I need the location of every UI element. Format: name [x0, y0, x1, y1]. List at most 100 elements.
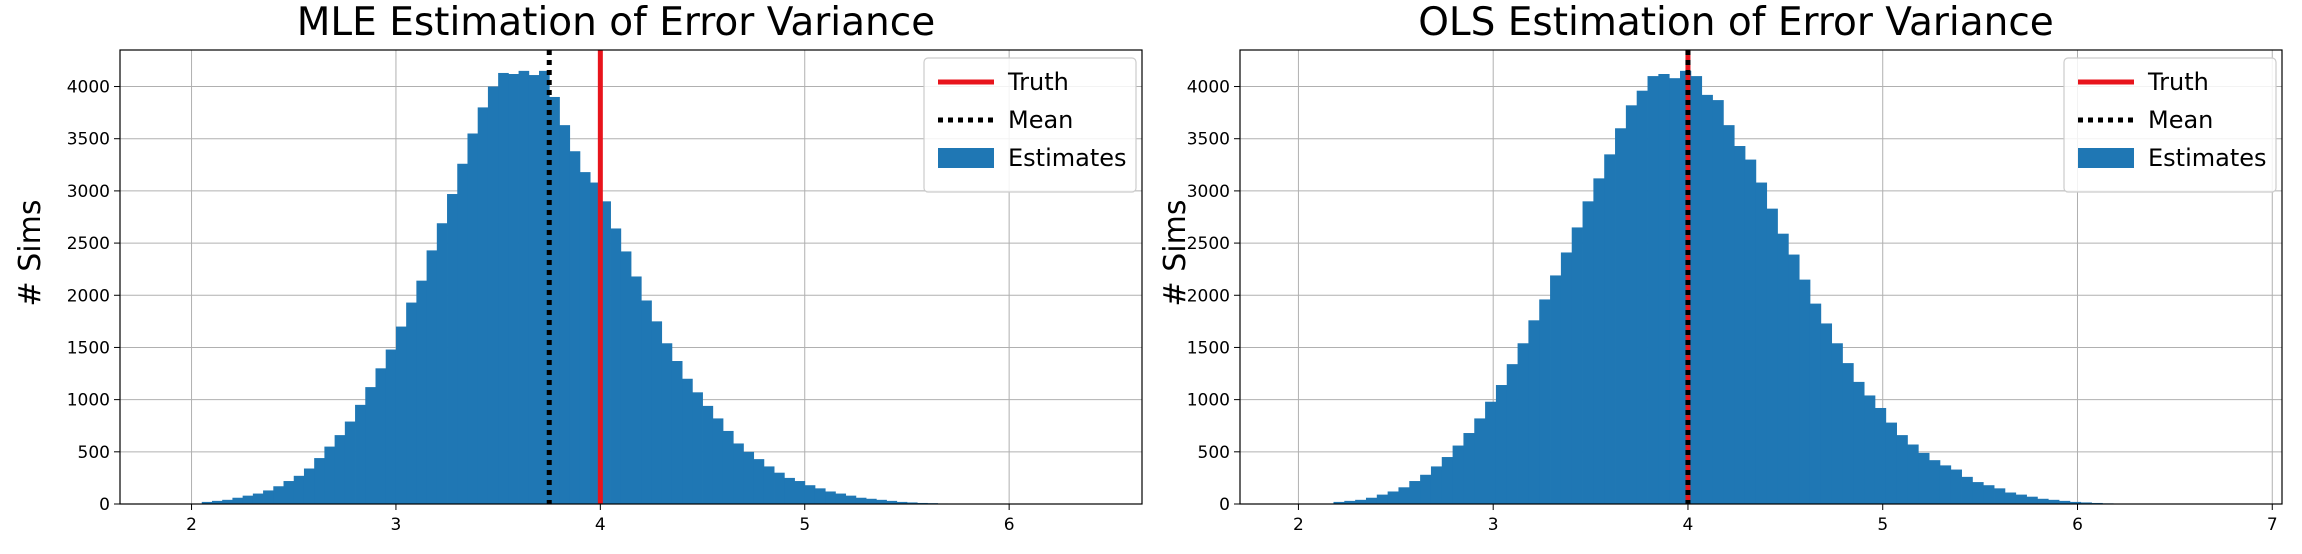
mle-legend-label-truth: Truth [1007, 68, 1069, 96]
mle-bar [334, 435, 346, 504]
ols-bar [1723, 125, 1735, 504]
mle-bar [528, 75, 540, 504]
mle-bar [222, 499, 233, 504]
ols-bar [1777, 233, 1789, 504]
mle-x-tick-label: 2 [186, 515, 197, 535]
ols-bar [1528, 320, 1540, 504]
mle-bar [825, 491, 836, 504]
mle-bar [457, 163, 468, 504]
ols-y-tick-label: 1500 [1187, 338, 1230, 358]
ols-bar [1755, 182, 1768, 504]
mle-reference-lines [546, 50, 603, 504]
ols-x-tick-label: 7 [2267, 515, 2278, 535]
mle-bar [743, 451, 755, 504]
ols-plot-frame [1239, 49, 2283, 505]
mle-bar [201, 501, 213, 504]
ols-bar [1506, 364, 1518, 504]
ols-bar [2037, 498, 2049, 504]
ols-y-tick-label: 500 [1198, 443, 1230, 463]
mle-bar [682, 378, 693, 504]
mle-y-tick-label: 3500 [67, 130, 110, 150]
ols-bar [1799, 279, 1811, 504]
ols-bar [1333, 501, 1345, 504]
mle-x-tick-label: 3 [391, 515, 402, 535]
ols-bar [1712, 100, 1724, 504]
mle-chart-title: MLE Estimation of Error Variance [297, 0, 935, 45]
mle-bar [661, 343, 673, 504]
ols-bar [1485, 401, 1497, 504]
ols-bar [1831, 343, 1843, 504]
ols-x-tick-label: 6 [2072, 515, 2083, 535]
ols-bar [1463, 433, 1475, 504]
ols-bar [1430, 466, 1443, 504]
mle-bar [559, 125, 571, 504]
mle-legend: Truth Mean Estimates [923, 57, 1137, 193]
ols-bar [1918, 452, 1930, 504]
mle-bar [590, 182, 601, 504]
mle-legend-label-mean: Mean [1008, 106, 1073, 134]
mle-bar [753, 459, 765, 504]
mle-bar [814, 488, 826, 504]
ols-bar [1571, 227, 1583, 504]
ols-bar [1647, 76, 1659, 505]
mle-bar [763, 466, 775, 504]
ols-bar [1420, 474, 1432, 504]
mle-bar [631, 276, 642, 504]
ols-bar [1658, 74, 1670, 504]
ols-bar [1744, 159, 1757, 504]
ols-histogram-bars [1333, 70, 2136, 505]
ols-bar [2015, 494, 2027, 504]
ols-bar [1842, 363, 1854, 504]
mle-bar [263, 490, 274, 504]
ols-bar [1896, 435, 1908, 504]
ols-bar [1625, 105, 1638, 504]
mle-bar [539, 70, 550, 504]
ols-bar [1669, 78, 1681, 504]
mle-y-tick-label: 1500 [67, 338, 110, 358]
ols-x-tick-label: 2 [1293, 515, 1304, 535]
mle-bar [722, 430, 734, 504]
mle-bar [477, 107, 489, 505]
ols-tick-labels: 2 3 4 5 6 7 0 500 1000 1500 2000 2500 3000 3500 4000 [1187, 78, 2278, 535]
ols-bar [2059, 500, 2071, 504]
mle-bar [293, 475, 305, 504]
mle-bar [774, 472, 785, 504]
mle-bar [518, 70, 530, 504]
ols-x-tick-label: 5 [1877, 515, 1888, 535]
mle-bar [651, 321, 663, 504]
ols-legend: Truth Mean Estimates [2063, 57, 2277, 193]
ols-bar [1355, 499, 1367, 504]
ols-bar [2026, 496, 2038, 504]
ols-bar [1983, 485, 1995, 504]
ols-bar [1604, 154, 1616, 505]
mle-bar [252, 493, 264, 504]
mle-y-tick-label: 3000 [67, 182, 110, 202]
mle-bar [395, 326, 407, 504]
mle-bar [692, 392, 703, 504]
ols-x-tick-label: 4 [1683, 515, 1694, 535]
ols-bar [1766, 208, 1778, 504]
ols-bar [1593, 178, 1605, 504]
ols-bar [1376, 494, 1389, 504]
ols-bar [1582, 201, 1594, 505]
mle-bar [804, 485, 816, 504]
mle-bar [641, 300, 652, 504]
mle-bar [784, 477, 795, 504]
ols-bar [2048, 499, 2060, 504]
mle-bar [283, 481, 295, 504]
ols-bar [1820, 323, 1833, 504]
mle-bar [866, 498, 877, 504]
mle-x-tick-label: 5 [799, 515, 810, 535]
ols-bar [1615, 128, 1627, 504]
mle-bar [232, 497, 244, 504]
mle-bar [733, 443, 744, 504]
mle-bar [467, 133, 479, 504]
mle-bar [835, 493, 847, 504]
ols-bar [1961, 476, 1973, 504]
mle-histogram-bars [201, 70, 969, 505]
mle-bar [375, 368, 387, 504]
ols-legend-label-truth: Truth [2147, 68, 2209, 96]
mle-bar [385, 349, 397, 504]
ols-bar [1636, 90, 1648, 505]
